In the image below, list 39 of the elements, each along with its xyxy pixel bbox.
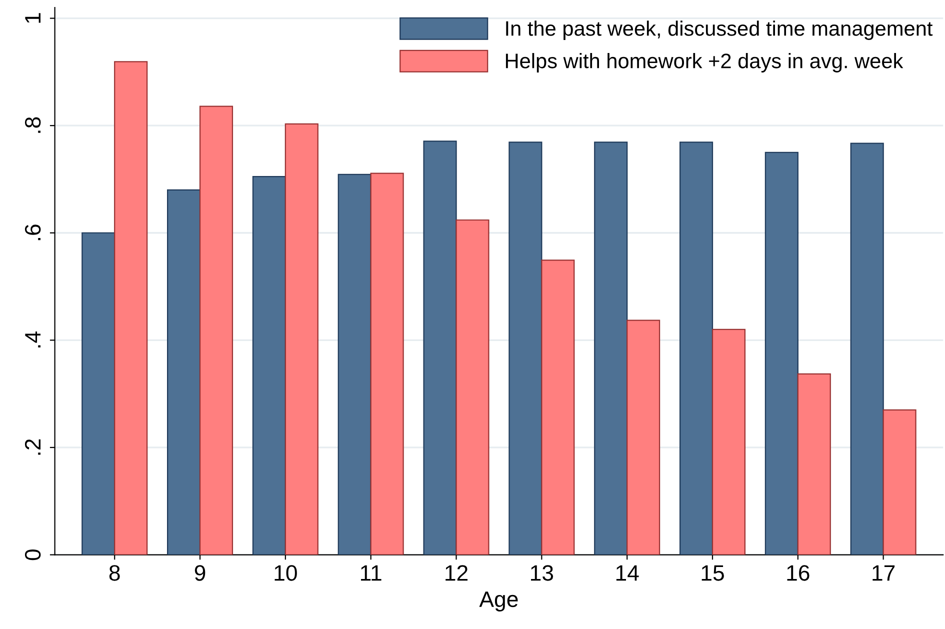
- bar: [456, 219, 490, 555]
- bar: [252, 176, 286, 555]
- y-tick-label: .2: [24, 439, 40, 455]
- legend-label: Helps with homework +2 days in avg. week: [506, 53, 904, 72]
- x-tick-label: 9: [194, 565, 206, 581]
- bar: [764, 152, 798, 555]
- x-tick-label: 14: [616, 565, 639, 581]
- y-tick-label: 1: [25, 13, 40, 23]
- bar: [541, 260, 575, 555]
- bar: [679, 142, 714, 555]
- x-tick-label: 12: [446, 565, 468, 581]
- x-tick-label: 8: [109, 565, 120, 581]
- x-tick-label: 17: [872, 565, 895, 581]
- y-tick-label: .6: [24, 224, 41, 240]
- bar: [114, 61, 148, 555]
- bar: [284, 123, 318, 555]
- y-tick-label: .8: [24, 117, 41, 133]
- legend-label: In the past week, discussed time management: [506, 20, 933, 40]
- bar: [712, 328, 746, 555]
- x-tick-label: 13: [531, 565, 554, 581]
- x-tick-label: 11: [360, 565, 382, 581]
- x-tick-label: 16: [787, 565, 810, 581]
- bar: [850, 142, 884, 555]
- bar: [370, 172, 404, 555]
- bar: [423, 140, 457, 555]
- bar: [199, 106, 234, 555]
- bar: [338, 174, 372, 555]
- bar: [167, 189, 201, 555]
- bar: [594, 142, 628, 555]
- bar: [626, 320, 660, 555]
- x-tick-label: 10: [274, 565, 297, 581]
- x-axis-title: Age: [479, 592, 518, 612]
- bar: [508, 142, 542, 555]
- x-tick-label: 15: [702, 565, 724, 581]
- bar: [882, 409, 916, 555]
- bar: [797, 373, 831, 555]
- bar: [82, 232, 116, 555]
- y-tick-label: .4: [25, 332, 40, 348]
- y-tick-label: 0: [24, 549, 41, 560]
